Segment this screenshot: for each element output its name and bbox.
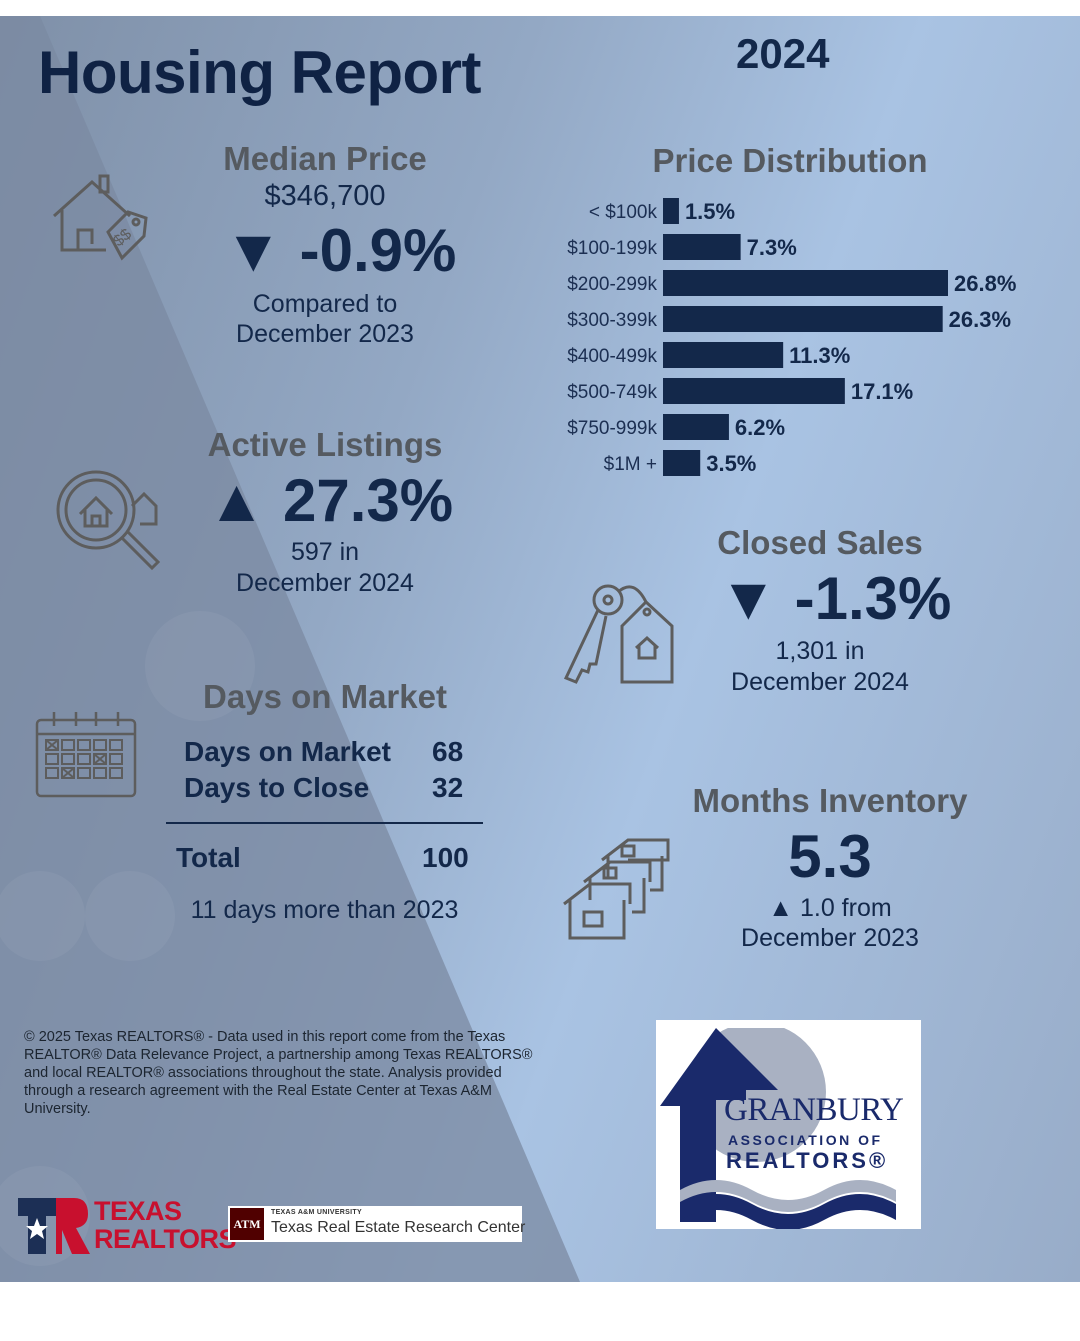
housing-report-poster: Housing Report 2024 $$ Median Price $346…: [0, 16, 1080, 1282]
closed-sales-change: ▼ -1.3%: [700, 564, 970, 633]
price-bar: [663, 198, 679, 224]
calendar-icon: [34, 710, 138, 800]
price-bar: [663, 342, 784, 368]
bar-category-label: $750-999k: [567, 418, 657, 439]
bar-category-label: $300-399k: [567, 310, 657, 331]
bar-value-label: 1.5%: [685, 199, 735, 224]
granbury-line3: REALTORS®: [726, 1148, 889, 1173]
price-bar: [663, 270, 948, 296]
price-bar: [663, 234, 741, 260]
bar-category-label: $200-299k: [567, 274, 657, 295]
bar-value-label: 26.8%: [954, 271, 1016, 296]
stacked-houses-icon: [562, 838, 674, 942]
down-arrow-icon: ▼: [223, 217, 283, 284]
down-arrow-icon: ▼: [718, 565, 778, 632]
closed-sales-heading: Closed Sales: [717, 524, 923, 561]
total-value: 100: [422, 842, 469, 873]
granbury-association-logo: GRANBURY ASSOCIATION OF REALTORS®: [656, 1020, 921, 1229]
days-to-close-value: 32: [432, 772, 464, 803]
bar-value-label: 3.5%: [706, 451, 756, 476]
bar-category-label: < $100k: [589, 202, 658, 223]
granbury-line2: ASSOCIATION OF: [728, 1132, 883, 1148]
median-price-note-2: December 2023: [236, 320, 414, 348]
tamu-mark: ATM: [230, 1208, 264, 1240]
months-inventory-note-1: ▲ 1.0 from: [768, 894, 892, 922]
bar-category-label: $400-499k: [567, 346, 657, 367]
days-on-market-label: Days on Market: [184, 736, 391, 767]
granbury-house-wave-icon: [656, 1020, 921, 1229]
months-inventory-note-2: December 2023: [741, 924, 919, 952]
bar-value-label: 6.2%: [735, 415, 785, 440]
active-listings-note-2: December 2024: [236, 569, 414, 597]
copyright-notice: © 2025 Texas REALTORS® - Data used in th…: [24, 1029, 533, 1117]
bar-category-label: $1M +: [604, 454, 657, 475]
total-divider: [166, 822, 483, 824]
median-price-change: ▼ -0.9%: [215, 216, 465, 285]
closed-sales-change-value: -1.3%: [794, 565, 952, 632]
median-price-heading: Median Price: [223, 140, 427, 177]
months-inventory-value: 5.3: [788, 823, 872, 890]
granbury-line1: GRANBURY: [724, 1092, 904, 1128]
median-price-note-1: Compared to: [252, 290, 398, 318]
page-title: Housing Report: [38, 39, 481, 106]
report-year: 2024: [736, 30, 830, 77]
active-listings-change: ▲ 27.3%: [190, 466, 470, 535]
tamu-small-text: TEXAS A&M UNIVERSITY: [271, 1209, 362, 1216]
price-distribution-chart: < $100k 1.5% $100-199k 7.3% $200-299k 26.8% $3…: [567, 198, 1016, 476]
median-price-change-value: -0.9%: [299, 217, 457, 284]
days-on-market-note: 11 days more than 2023: [190, 896, 459, 924]
bar-value-label: 11.3%: [789, 343, 850, 368]
bar-value-label: 7.3%: [747, 235, 797, 260]
bar-value-label: 26.3%: [949, 307, 1011, 332]
active-listings-change-value: 27.3%: [282, 467, 454, 534]
texas-realtors-mark-icon: [18, 1198, 90, 1254]
texas-realtors-line1: TEXAS: [94, 1196, 182, 1226]
months-inventory-heading: Months Inventory: [692, 782, 968, 819]
days-on-market-heading: Days on Market: [203, 678, 447, 715]
chart-title: Price Distribution: [652, 142, 928, 179]
closed-sales-note-1: 1,301 in: [775, 637, 865, 665]
total-label: Total: [176, 842, 241, 873]
days-to-close-label: Days to Close: [184, 772, 370, 803]
active-listings-heading: Active Listings: [207, 426, 443, 463]
bar-value-label: 17.1%: [851, 379, 913, 404]
closed-sales-note-2: December 2024: [731, 668, 909, 696]
median-price-value: $346,700: [264, 180, 386, 212]
texas-realtors-logo: TEXAS REALTORS: [18, 1196, 237, 1258]
active-listings-note-1: 597 in: [290, 538, 360, 566]
key-house-tag-icon: [562, 578, 678, 686]
texas-realtors-line2: REALTORS: [94, 1224, 237, 1254]
price-bar: [663, 378, 845, 404]
price-bar: [663, 414, 729, 440]
price-bar: [663, 306, 943, 332]
up-arrow-icon: ▲: [206, 467, 267, 534]
tamu-research-center-logo: ATM TEXAS A&M UNIVERSITY Texas Real Esta…: [228, 1206, 526, 1242]
days-on-market-value: 68: [432, 736, 464, 767]
house-price-tag-icon: $$: [48, 174, 150, 276]
tamu-center-name: Texas Real Estate Research Center: [271, 1219, 526, 1236]
bar-category-label: $500-749k: [567, 382, 657, 403]
bar-category-label: $100-199k: [567, 238, 657, 259]
price-bar: [663, 450, 701, 476]
magnifier-house-icon: [52, 464, 162, 574]
